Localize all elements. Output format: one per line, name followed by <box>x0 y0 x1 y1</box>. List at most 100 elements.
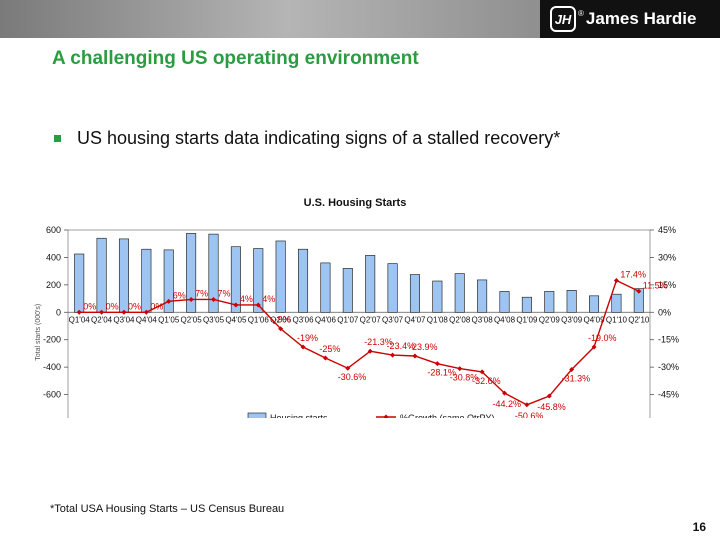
plot-area <box>67 229 651 418</box>
y2-tick-label: 30% <box>658 252 676 262</box>
point-growth <box>76 309 82 315</box>
y-tick-label: 200 <box>46 280 61 290</box>
data-label-growth: 0% <box>128 301 141 311</box>
y-axis-label: Total starts (000's) <box>35 304 42 361</box>
bar-housing-starts <box>432 280 443 313</box>
x-tick-label: Q2'10 <box>628 315 650 324</box>
bar-housing-starts <box>298 248 309 313</box>
y2-tick-label: -60% <box>658 417 679 418</box>
bar-housing-starts <box>387 263 398 313</box>
x-tick-label: Q3'04 <box>113 315 135 324</box>
x-tick-label: Q1'05 <box>158 315 180 324</box>
bar-housing-starts <box>611 293 622 313</box>
data-label-growth: 0% <box>150 301 163 311</box>
chart-title: U.S. Housing Starts <box>304 197 407 209</box>
point-growth <box>457 366 463 372</box>
legend-swatch-bars <box>247 412 267 418</box>
point-growth <box>636 288 642 294</box>
point-growth <box>524 402 530 408</box>
page-number: 16 <box>692 520 706 534</box>
data-label-growth: -25% <box>319 344 340 354</box>
x-tick-label: Q2'05 <box>181 315 203 324</box>
point-growth <box>300 344 306 350</box>
data-label-growth: 0% <box>83 301 96 311</box>
bar-housing-starts <box>163 249 174 313</box>
data-label-growth: 17.4% <box>620 269 646 279</box>
bullet-point: US housing starts data indicating signs … <box>54 128 560 149</box>
point-growth <box>613 277 619 283</box>
housing-starts-chart: U.S. Housing Starts 600 400 200 0 -200 -400 -60… <box>35 197 679 418</box>
y-tick-label: 400 <box>46 252 61 262</box>
square-bullet-icon <box>54 135 61 142</box>
point-growth <box>390 352 396 358</box>
bar-housing-starts <box>499 291 510 313</box>
brand-logo: JH ® James Hardie <box>540 0 720 38</box>
data-label-growth: -23.9% <box>409 342 438 352</box>
x-tick-label: Q3'06 <box>292 315 314 324</box>
bar-housing-starts <box>633 288 644 313</box>
point-growth <box>412 353 418 359</box>
point-growth <box>188 296 194 302</box>
data-label-growth: -32.6% <box>472 376 501 386</box>
point-growth <box>233 302 239 308</box>
data-label-growth: -19% <box>297 333 318 343</box>
legend-label-line: %Growth (same QtrPY) <box>400 413 495 418</box>
y-tick-label: -200 <box>43 335 61 345</box>
bar-housing-starts <box>320 262 331 313</box>
bar-housing-starts <box>521 296 532 313</box>
x-tick-label: Q3'07 <box>382 315 404 324</box>
x-tick-label: Q4'08 <box>494 315 516 324</box>
data-label-growth: 6% <box>173 290 186 300</box>
data-label-growth: -45.8% <box>537 402 566 412</box>
y2-tick-label: -15% <box>658 335 679 345</box>
data-label-growth: 7% <box>218 288 231 298</box>
page-title: A challenging US operating environment <box>52 48 419 69</box>
bar-housing-starts <box>208 233 219 313</box>
data-label-growth: -28.1% <box>427 368 456 378</box>
bullet-text: US housing starts data indicating signs … <box>77 128 561 148</box>
data-label-growth: -21.3% <box>364 337 393 347</box>
data-label-growth: -31.3% <box>562 374 591 384</box>
y-tick-label: 0 <box>56 307 61 317</box>
y2-tick-label: 45% <box>658 225 676 235</box>
data-label-growth: -23.4% <box>387 341 416 351</box>
x-tick-label: Q2'09 <box>539 315 561 324</box>
point-growth <box>255 302 261 308</box>
point-growth <box>569 367 575 373</box>
y-tick-label: -800 <box>43 417 61 418</box>
bar-housing-starts <box>342 268 353 313</box>
data-label-growth: -30.8% <box>450 373 479 383</box>
bar-housing-starts <box>566 290 577 313</box>
point-growth <box>143 309 149 315</box>
bar-housing-starts <box>365 255 376 313</box>
brand-name: James Hardie <box>585 9 697 28</box>
bar-housing-starts <box>186 233 197 313</box>
data-label-growth: 4% <box>240 294 253 304</box>
y-tick-label: -600 <box>43 390 61 400</box>
point-growth <box>121 309 127 315</box>
y-tick-label: -400 <box>43 362 61 372</box>
point-growth <box>278 326 284 332</box>
x-tick-label: Q2'06 <box>270 315 292 324</box>
x-tick-label: Q3'05 <box>203 315 225 324</box>
x-tick-label: Q1'07 <box>337 315 359 324</box>
x-tick-label: Q4'06 <box>315 315 337 324</box>
point-growth <box>345 365 351 371</box>
x-tick-label: Q3'09 <box>561 315 583 324</box>
point-growth <box>502 390 507 396</box>
legend-marker-line <box>383 414 389 418</box>
point-growth <box>479 369 485 375</box>
y-tick-label: 600 <box>46 225 61 235</box>
x-tick-label: Q4'09 <box>583 315 605 324</box>
line-growth <box>79 279 640 406</box>
data-label-growth: -50.6% <box>515 411 544 418</box>
x-tick-label: Q4'04 <box>136 315 158 324</box>
point-growth <box>591 344 597 350</box>
data-label-growth: 11.5% <box>643 280 668 290</box>
bar-housing-starts <box>477 279 488 313</box>
data-label-growth: -19.0% <box>588 333 617 343</box>
x-tick-label: Q2'07 <box>360 315 382 324</box>
bar-housing-starts <box>454 273 465 313</box>
y2-tick-label: 0% <box>658 307 671 317</box>
footnote: *Total USA Housing Starts – US Census Bu… <box>50 503 285 515</box>
